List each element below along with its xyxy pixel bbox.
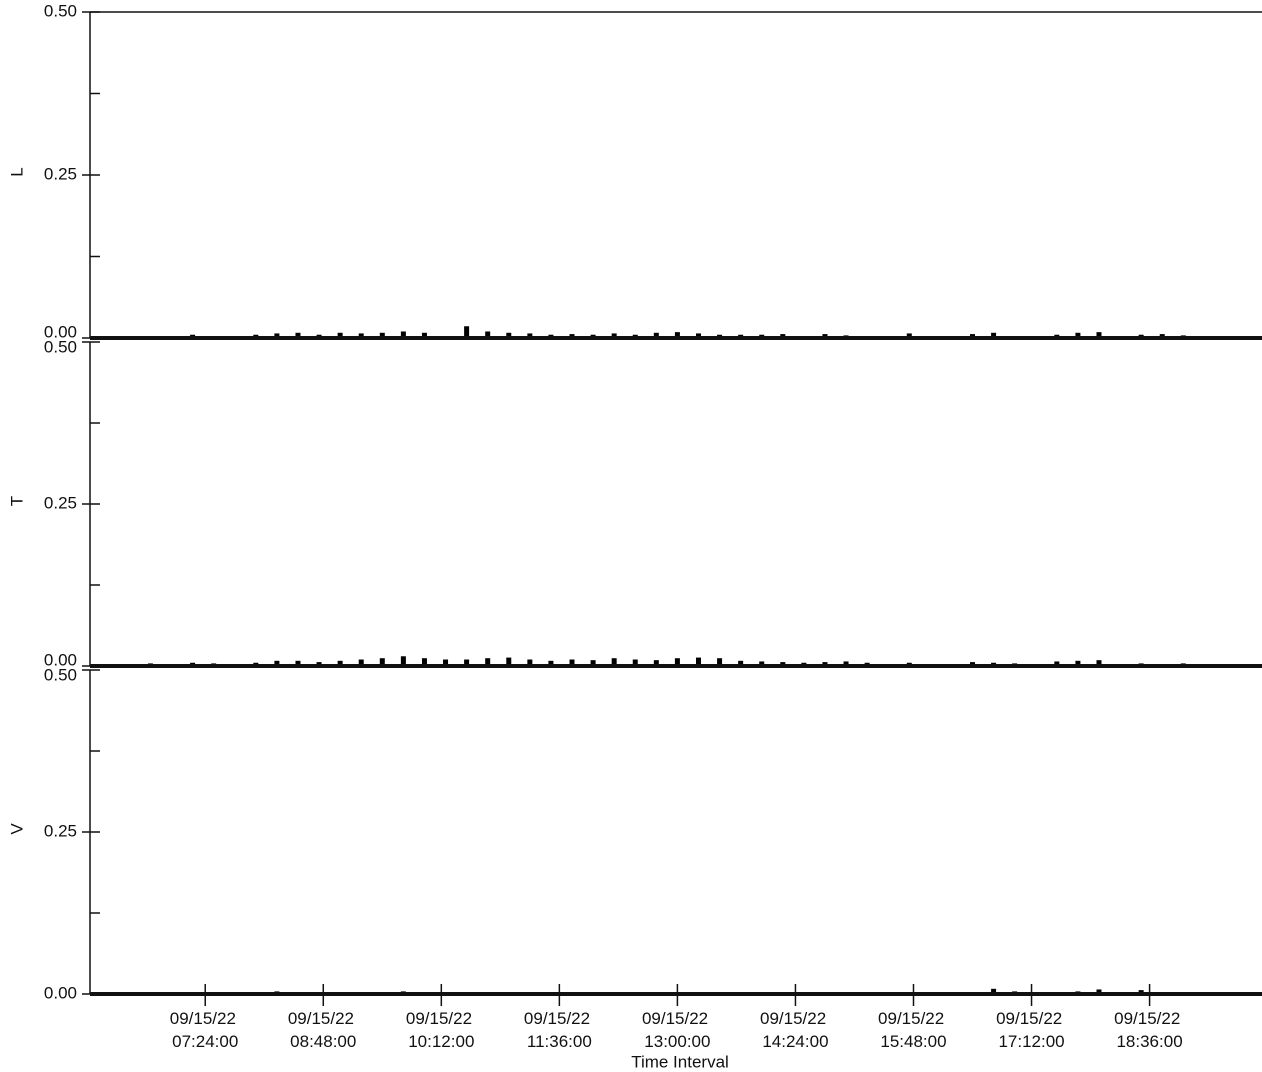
y-tick-label: 0.25 xyxy=(44,821,77,840)
x-tick-date: 09/15/22 xyxy=(760,1009,831,1028)
x-tick-label: 09/15/22 07:24:00 xyxy=(170,1009,241,1051)
x-tick-label: 09/15/22 08:48:00 xyxy=(288,1009,359,1051)
bar xyxy=(569,659,575,666)
bar xyxy=(1096,332,1102,338)
bar xyxy=(695,333,701,338)
bar xyxy=(653,660,659,666)
bar xyxy=(717,658,723,666)
bar xyxy=(443,659,449,666)
bar xyxy=(991,988,997,994)
x-tick-date: 09/15/22 xyxy=(878,1009,949,1028)
x-tick-label: 09/15/22 11:36:00 xyxy=(524,1009,595,1051)
bar xyxy=(611,333,617,338)
bar xyxy=(527,659,533,666)
bar xyxy=(695,657,701,666)
x-tick-date: 09/15/22 xyxy=(406,1009,477,1028)
x-tick-time: 14:24:00 xyxy=(762,1032,828,1051)
x-tick-date: 09/15/22 xyxy=(996,1009,1067,1028)
bar xyxy=(485,331,491,338)
y-axis-label: V xyxy=(7,823,26,835)
x-tick-date: 09/15/22 xyxy=(1114,1009,1185,1028)
x-tick-time: 18:36:00 xyxy=(1116,1032,1182,1051)
y-tick-label: 0.50 xyxy=(44,1,77,20)
bar xyxy=(527,333,533,338)
x-tick-time: 13:00:00 xyxy=(644,1032,710,1051)
bar xyxy=(295,660,301,666)
bar xyxy=(1096,660,1102,666)
x-tick-time: 17:12:00 xyxy=(998,1032,1064,1051)
x-tick-label: 09/15/22 13:00:00 xyxy=(642,1009,713,1051)
bar xyxy=(358,333,364,338)
bar xyxy=(1075,660,1081,666)
bar xyxy=(274,333,280,338)
x-tick-date: 09/15/22 xyxy=(170,1009,241,1028)
x-tick-label: 09/15/22 17:12:00 xyxy=(996,1009,1067,1051)
bar xyxy=(337,660,343,666)
bar xyxy=(506,657,512,666)
x-tick-label: 09/15/22 15:48:00 xyxy=(878,1009,949,1051)
bar xyxy=(421,332,427,338)
x-tick-label: 09/15/22 10:12:00 xyxy=(406,1009,477,1051)
bar xyxy=(548,660,554,666)
bar xyxy=(906,333,912,338)
bar xyxy=(274,660,280,666)
y-axis-label: L xyxy=(7,167,26,176)
x-tick-label: 09/15/22 18:36:00 xyxy=(1114,1009,1185,1051)
x-tick-time: 10:12:00 xyxy=(408,1032,474,1051)
x-tick-date: 09/15/22 xyxy=(524,1009,595,1028)
bar xyxy=(632,659,638,666)
bar xyxy=(1096,989,1102,994)
x-tick-date: 09/15/22 xyxy=(642,1009,713,1028)
bar xyxy=(590,660,596,666)
bar xyxy=(1075,332,1081,338)
bar xyxy=(759,661,765,666)
y-tick-label: 0.00 xyxy=(44,322,77,341)
x-tick-time: 15:48:00 xyxy=(880,1032,946,1051)
bar xyxy=(464,659,470,666)
bar xyxy=(506,332,512,338)
x-tick-time: 08:48:00 xyxy=(290,1032,356,1051)
bar xyxy=(358,659,364,666)
y-tick-label: 0.00 xyxy=(44,983,77,1002)
y-tick-label: 0.00 xyxy=(44,650,77,669)
bar xyxy=(738,660,744,666)
x-axis-label: Time Interval xyxy=(631,1052,729,1071)
bar xyxy=(464,326,470,338)
bar xyxy=(400,656,406,666)
bar xyxy=(674,332,680,338)
y-tick-label: 0.25 xyxy=(44,493,77,512)
x-tick-time: 07:24:00 xyxy=(172,1032,238,1051)
bar xyxy=(991,332,997,338)
bar xyxy=(653,332,659,338)
bar xyxy=(843,661,849,666)
y-axis-label: T xyxy=(7,496,26,506)
x-tick-date: 09/15/22 xyxy=(288,1009,359,1028)
bar xyxy=(337,332,343,338)
x-tick-label: 09/15/22 14:24:00 xyxy=(760,1009,831,1051)
bar xyxy=(1054,661,1060,666)
y-tick-label: 0.50 xyxy=(44,337,77,356)
bar xyxy=(611,658,617,666)
bar xyxy=(485,658,491,666)
bar xyxy=(674,658,680,666)
bar xyxy=(379,332,385,338)
y-tick-label: 0.50 xyxy=(44,665,77,684)
x-tick-time: 11:36:00 xyxy=(527,1032,592,1051)
y-tick-label: 0.25 xyxy=(44,164,77,183)
bar xyxy=(295,332,301,338)
bar xyxy=(400,331,406,338)
bar xyxy=(379,658,385,666)
bar xyxy=(421,658,427,666)
